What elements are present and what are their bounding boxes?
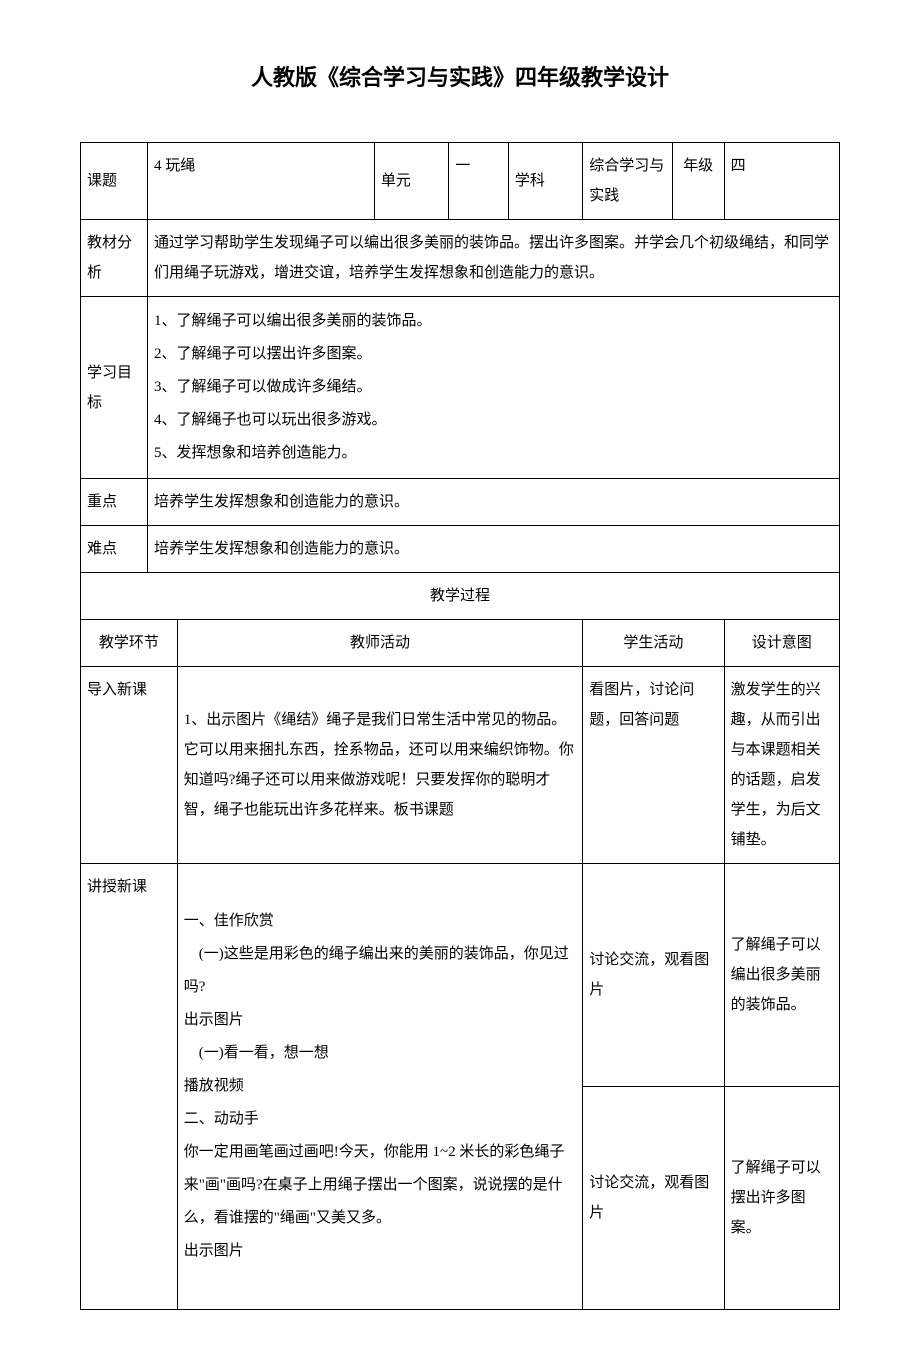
dy-value: 一 xyxy=(449,143,509,220)
hj-header: 教学环节 xyxy=(81,620,178,667)
zd-label: 重点 xyxy=(81,479,148,526)
jcfx-label: 教材分析 xyxy=(81,220,148,297)
xxmb-value: 1、了解绳子可以编出很多美丽的装饰品。 2、了解绳子可以摆出许多图案。 3、了解… xyxy=(147,297,839,479)
page-title: 人教版《综合学习与实践》四年级教学设计 xyxy=(80,60,840,92)
js-header: 教师活动 xyxy=(177,620,583,667)
xxmb-label: 学习目标 xyxy=(81,297,148,479)
teach-js-line: 播放视频 xyxy=(184,1070,577,1103)
nj-value: 四 xyxy=(724,143,839,220)
nj-label: 年级 xyxy=(672,143,724,220)
process-title-row: 教学过程 xyxy=(81,573,840,620)
teach-js-line: 出示图片 xyxy=(184,1004,577,1037)
process-title: 教学过程 xyxy=(81,573,840,620)
lesson-plan-table: 课题 4 玩绳 单元 一 学科 综合学习与实践 年级 四 教材分析 通过学习帮助… xyxy=(80,142,840,1310)
dy-label: 单元 xyxy=(374,143,448,220)
teach-js: 一、佳作欣赏 (一)这些是用彩色的绳子编出来的美丽的装饰品，你见过吗? 出示图片… xyxy=(177,864,583,1310)
nd-value: 培养学生发挥想象和创造能力的意识。 xyxy=(147,526,839,573)
intro-xs: 看图片，讨论问题，回答问题 xyxy=(583,667,724,864)
xxmb-item: 3、了解绳子可以做成许多绳结。 xyxy=(154,371,833,404)
process-header-row: 教学环节 教师活动 学生活动 设计意图 xyxy=(81,620,840,667)
xk-value: 综合学习与实践 xyxy=(583,143,672,220)
zd-value: 培养学生发挥想象和创造能力的意识。 xyxy=(147,479,839,526)
teach-hj: 讲授新课 xyxy=(81,864,178,1310)
teach-xs-1: 讨论交流，观看图片 xyxy=(583,864,724,1087)
xk-label: 学科 xyxy=(508,143,582,220)
jcfx-value: 通过学习帮助学生发现绳子可以编出很多美丽的装饰品。摆出许多图案。并学会几个初级绳… xyxy=(147,220,839,297)
xxmb-item: 4、了解绳子也可以玩出很多游戏。 xyxy=(154,404,833,437)
teach-xs-2: 讨论交流，观看图片 xyxy=(583,1087,724,1310)
xxmb-item: 2、了解绳子可以摆出许多图案。 xyxy=(154,338,833,371)
nd-label: 难点 xyxy=(81,526,148,573)
teach-js-line: (一)看一看，想一想 xyxy=(184,1037,577,1070)
teach-yt-2: 了解绳子可以摆出许多图案。 xyxy=(724,1087,839,1310)
kt-value: 4 玩绳 xyxy=(147,143,374,220)
xxmb-row: 学习目标 1、了解绳子可以编出很多美丽的装饰品。 2、了解绳子可以摆出许多图案。… xyxy=(81,297,840,479)
yt-header: 设计意图 xyxy=(724,620,839,667)
teach-js-line: (一)这些是用彩色的绳子编出来的美丽的装饰品，你见过吗? xyxy=(184,938,577,1004)
xs-header: 学生活动 xyxy=(583,620,724,667)
teach-js-line: 一、佳作欣赏 xyxy=(184,905,577,938)
teach-js-line: 二、动动手 xyxy=(184,1103,577,1136)
teach-yt-1: 了解绳子可以编出很多美丽的装饰品。 xyxy=(724,864,839,1087)
nd-row: 难点 培养学生发挥想象和创造能力的意识。 xyxy=(81,526,840,573)
kt-label: 课题 xyxy=(81,143,148,220)
teach-row-1: 讲授新课 一、佳作欣赏 (一)这些是用彩色的绳子编出来的美丽的装饰品，你见过吗?… xyxy=(81,864,840,1087)
teach-js-line: 出示图片 xyxy=(184,1235,577,1268)
intro-js: 1、出示图片《绳结》绳子是我们日常生活中常见的物品。它可以用来捆扎东西，拴系物品… xyxy=(177,667,583,864)
teach-js-line: 你一定用画笔画过画吧!今天，你能用 1~2 米长的彩色绳子来"画"画吗?在桌子上… xyxy=(184,1136,577,1235)
xxmb-item: 5、发挥想象和培养创造能力。 xyxy=(154,437,833,470)
header-row: 课题 4 玩绳 单元 一 学科 综合学习与实践 年级 四 xyxy=(81,143,840,220)
jcfx-row: 教材分析 通过学习帮助学生发现绳子可以编出很多美丽的装饰品。摆出许多图案。并学会… xyxy=(81,220,840,297)
intro-hj: 导入新课 xyxy=(81,667,178,864)
zd-row: 重点 培养学生发挥想象和创造能力的意识。 xyxy=(81,479,840,526)
xxmb-item: 1、了解绳子可以编出很多美丽的装饰品。 xyxy=(154,305,833,338)
intro-js-text: 1、出示图片《绳结》绳子是我们日常生活中常见的物品。它可以用来捆扎东西，拴系物品… xyxy=(184,712,574,818)
intro-yt: 激发学生的兴趣，从而引出与本课题相关的话题，启发学生，为后文铺垫。 xyxy=(724,667,839,864)
intro-row: 导入新课 1、出示图片《绳结》绳子是我们日常生活中常见的物品。它可以用来捆扎东西… xyxy=(81,667,840,864)
